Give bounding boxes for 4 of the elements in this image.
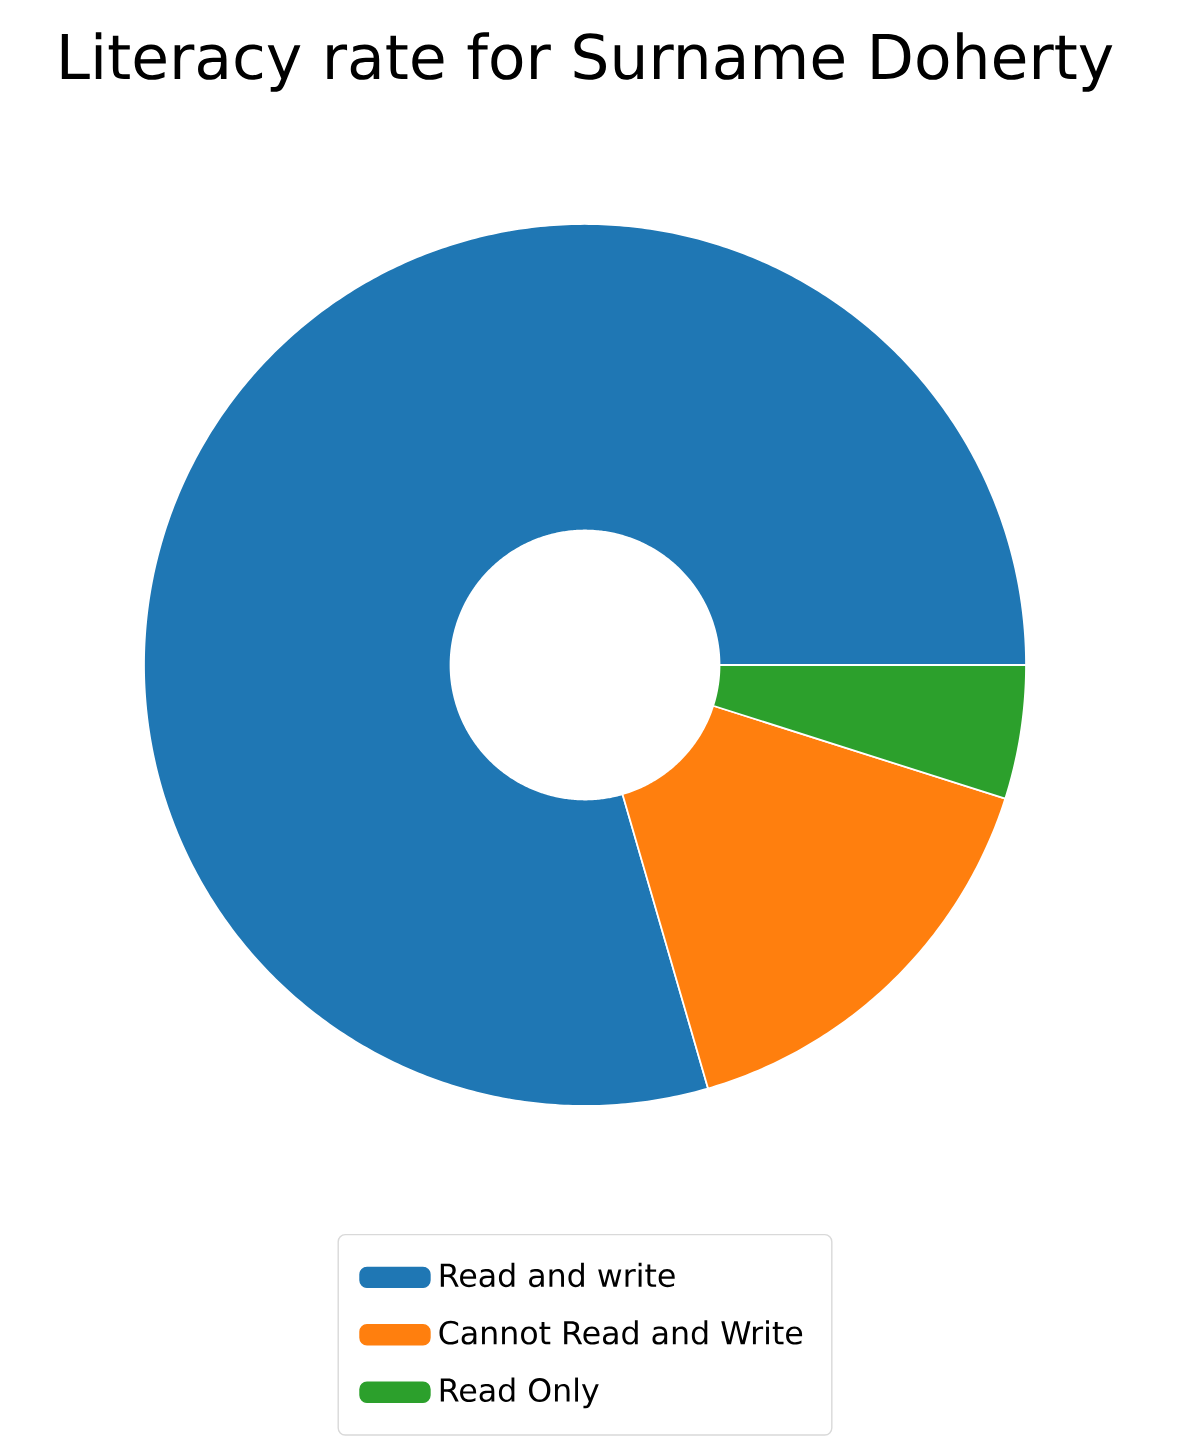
chart-title: Literacy rate for Surname Doherty (61, 32, 1113, 92)
legend-label: Read Only (440, 1377, 599, 1409)
legend-label: Cannot Read and Write (439, 1320, 803, 1345)
legend-label: Read and write (440, 1262, 675, 1288)
